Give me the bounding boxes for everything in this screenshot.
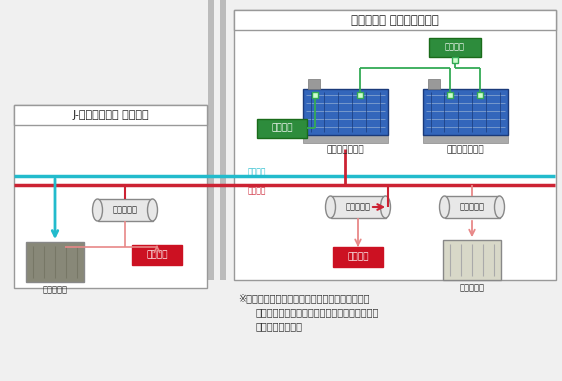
Bar [447,92,453,98]
Bar [477,92,483,98]
Text: 蒸気分配器: 蒸気分配器 [112,205,138,215]
Ellipse shape [93,199,102,221]
Text: 蒸気分配器: 蒸気分配器 [346,202,370,211]
Text: 商用受電: 商用受電 [445,43,465,51]
Ellipse shape [325,196,336,218]
Bar [307,79,320,89]
Bar [97,199,152,221]
Bar [423,89,507,135]
Bar [312,92,318,98]
Bar [429,37,481,56]
Bar [423,135,507,143]
Text: 資産として所有。: 資産として所有。 [256,321,303,331]
Bar [132,245,182,265]
Text: 給水配管: 給水配管 [248,168,266,176]
Bar [234,10,556,280]
Text: 新設コージェネ: 新設コージェネ [326,146,364,155]
Text: 蒸気配管: 蒸気配管 [248,187,266,195]
Bar [443,240,501,280]
Text: 瀨温ボイラ: 瀨温ボイラ [460,283,484,293]
Bar [357,92,363,98]
Bar [445,196,500,218]
Bar [14,105,207,288]
Bar [26,242,84,282]
Ellipse shape [380,196,391,218]
Text: 東京ガスエンジニアリングソリューションズが: 東京ガスエンジニアリングソリューションズが [256,307,379,317]
Text: 蒸気負荷: 蒸気負荷 [146,250,167,259]
Text: 電力負荷: 電力負荷 [271,123,293,133]
Bar [220,0,226,280]
Bar [428,79,439,89]
Ellipse shape [147,199,157,221]
Bar [208,0,214,280]
Text: ※蒸気配管、コージェネ、蒸気分配器については: ※蒸気配管、コージェネ、蒸気分配器については [238,293,369,303]
Bar [302,89,388,135]
Text: J-オイルミルズ 横浜工場: J-オイルミルズ 横浜工場 [72,110,149,120]
Text: 蒸気ボイラ: 蒸気ボイラ [43,285,67,295]
Ellipse shape [439,196,450,218]
Bar [333,247,383,267]
Bar [452,56,458,62]
Bar [330,196,386,218]
Text: 既設コージェネ: 既設コージェネ [446,146,484,155]
Bar [234,10,556,30]
Bar [257,118,307,138]
Bar [14,105,207,125]
Bar [302,135,388,143]
Text: 蒸気分配器: 蒸気分配器 [460,202,484,211]
Text: 蒸気負荷: 蒸気負荷 [347,253,369,261]
Text: 日産自動賭 横浜工場３地区: 日産自動賭 横浜工場３地区 [351,13,439,27]
Ellipse shape [495,196,505,218]
